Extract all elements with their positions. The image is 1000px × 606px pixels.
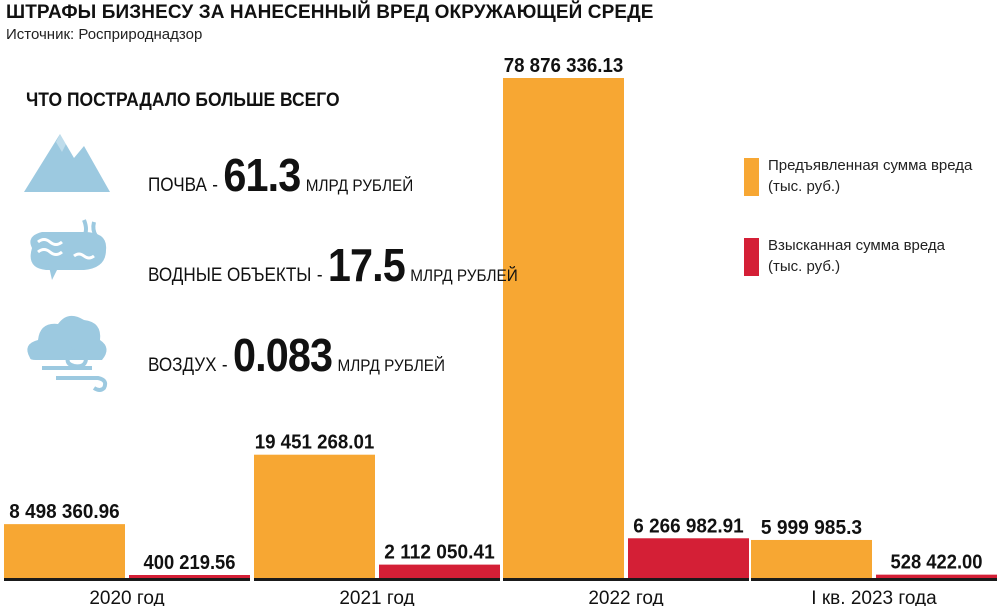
x-tick-label: I кв. 2023 года bbox=[811, 588, 937, 606]
impact-dash: - bbox=[316, 265, 323, 286]
cloud-wind-icon bbox=[22, 308, 112, 392]
legend-swatch-claimed bbox=[744, 158, 759, 196]
bar-recovered bbox=[628, 538, 749, 578]
impact-row-soil: ПОЧВА - 61.3 МЛРД РУБЛЕЙ bbox=[22, 128, 502, 208]
chart-source: Источник: Росприроднадзор bbox=[6, 26, 203, 43]
data-label: 19 451 268.01 bbox=[255, 432, 375, 454]
mountain-icon bbox=[22, 128, 112, 208]
x-axis-segment bbox=[4, 578, 250, 581]
x-tick-label: 2021 год bbox=[339, 588, 414, 606]
impact-label: ПОЧВА bbox=[148, 175, 207, 196]
bar-recovered bbox=[379, 564, 500, 578]
impact-unit: МЛРД РУБЛЕЙ bbox=[337, 356, 445, 375]
x-axis-segment bbox=[751, 578, 997, 581]
x-axis-segment bbox=[503, 578, 749, 581]
impact-label: ВОДНЫЕ ОБЪЕКТЫ bbox=[148, 265, 312, 286]
impact-dash: - bbox=[221, 355, 228, 376]
legend-label-claimed: Предъявленная сумма вреда (тыс. руб.) bbox=[768, 157, 973, 195]
impact-row-air: ВОЗДУХ - 0.083 МЛРД РУБЛЕЙ bbox=[22, 308, 502, 392]
chart-title: ШТРАФЫ БИЗНЕСУ ЗА НАНЕСЕННЫЙ ВРЕД ОКРУЖА… bbox=[6, 2, 654, 23]
bar-claimed bbox=[751, 539, 872, 578]
bar-claimed bbox=[4, 524, 125, 578]
legend-swatch-recovered bbox=[744, 238, 759, 276]
x-tick-label: 2022 год bbox=[588, 588, 663, 606]
impact-dash: - bbox=[212, 175, 218, 196]
impact-value: 17.5 bbox=[327, 239, 406, 291]
legend-item-recovered: Взысканная сумма вреда (тыс. руб.) bbox=[744, 237, 984, 288]
data-label: 5 999 985.3 bbox=[761, 517, 862, 539]
x-axis-segment bbox=[254, 578, 500, 581]
impact-unit: МЛРД РУБЛЕЙ bbox=[305, 176, 414, 195]
impact-row-water: ВОДНЫЕ ОБЪЕКТЫ - 17.5 МЛРД РУБЛЕЙ bbox=[22, 218, 518, 298]
bar-recovered bbox=[876, 574, 997, 578]
data-label: 528 422.00 bbox=[891, 552, 983, 574]
impact-heading: ЧТО ПОСТРАДАЛО БОЛЬШЕ ВСЕГО bbox=[26, 90, 340, 111]
data-label: 6 266 982.91 bbox=[633, 515, 743, 537]
impact-unit: МЛРД РУБЛЕЙ bbox=[410, 266, 518, 285]
data-label: 78 876 336.13 bbox=[504, 55, 624, 77]
legend-label-recovered: Взысканная сумма вреда (тыс. руб.) bbox=[768, 237, 945, 275]
legend-item-claimed: Предъявленная сумма вреда (тыс. руб.) bbox=[744, 157, 984, 208]
water-icon bbox=[22, 218, 112, 298]
data-label: 8 498 360.96 bbox=[9, 501, 119, 523]
data-label: 2 112 050.41 bbox=[384, 542, 494, 564]
bar-recovered bbox=[129, 575, 250, 578]
bar-claimed bbox=[254, 454, 375, 578]
bar-claimed bbox=[503, 78, 624, 578]
x-tick-label: 2020 год bbox=[89, 588, 164, 606]
impact-label: ВОЗДУХ bbox=[148, 355, 217, 376]
impact-value: 0.083 bbox=[233, 329, 333, 381]
data-label: 400 219.56 bbox=[144, 552, 236, 574]
impact-value: 61.3 bbox=[223, 149, 301, 201]
